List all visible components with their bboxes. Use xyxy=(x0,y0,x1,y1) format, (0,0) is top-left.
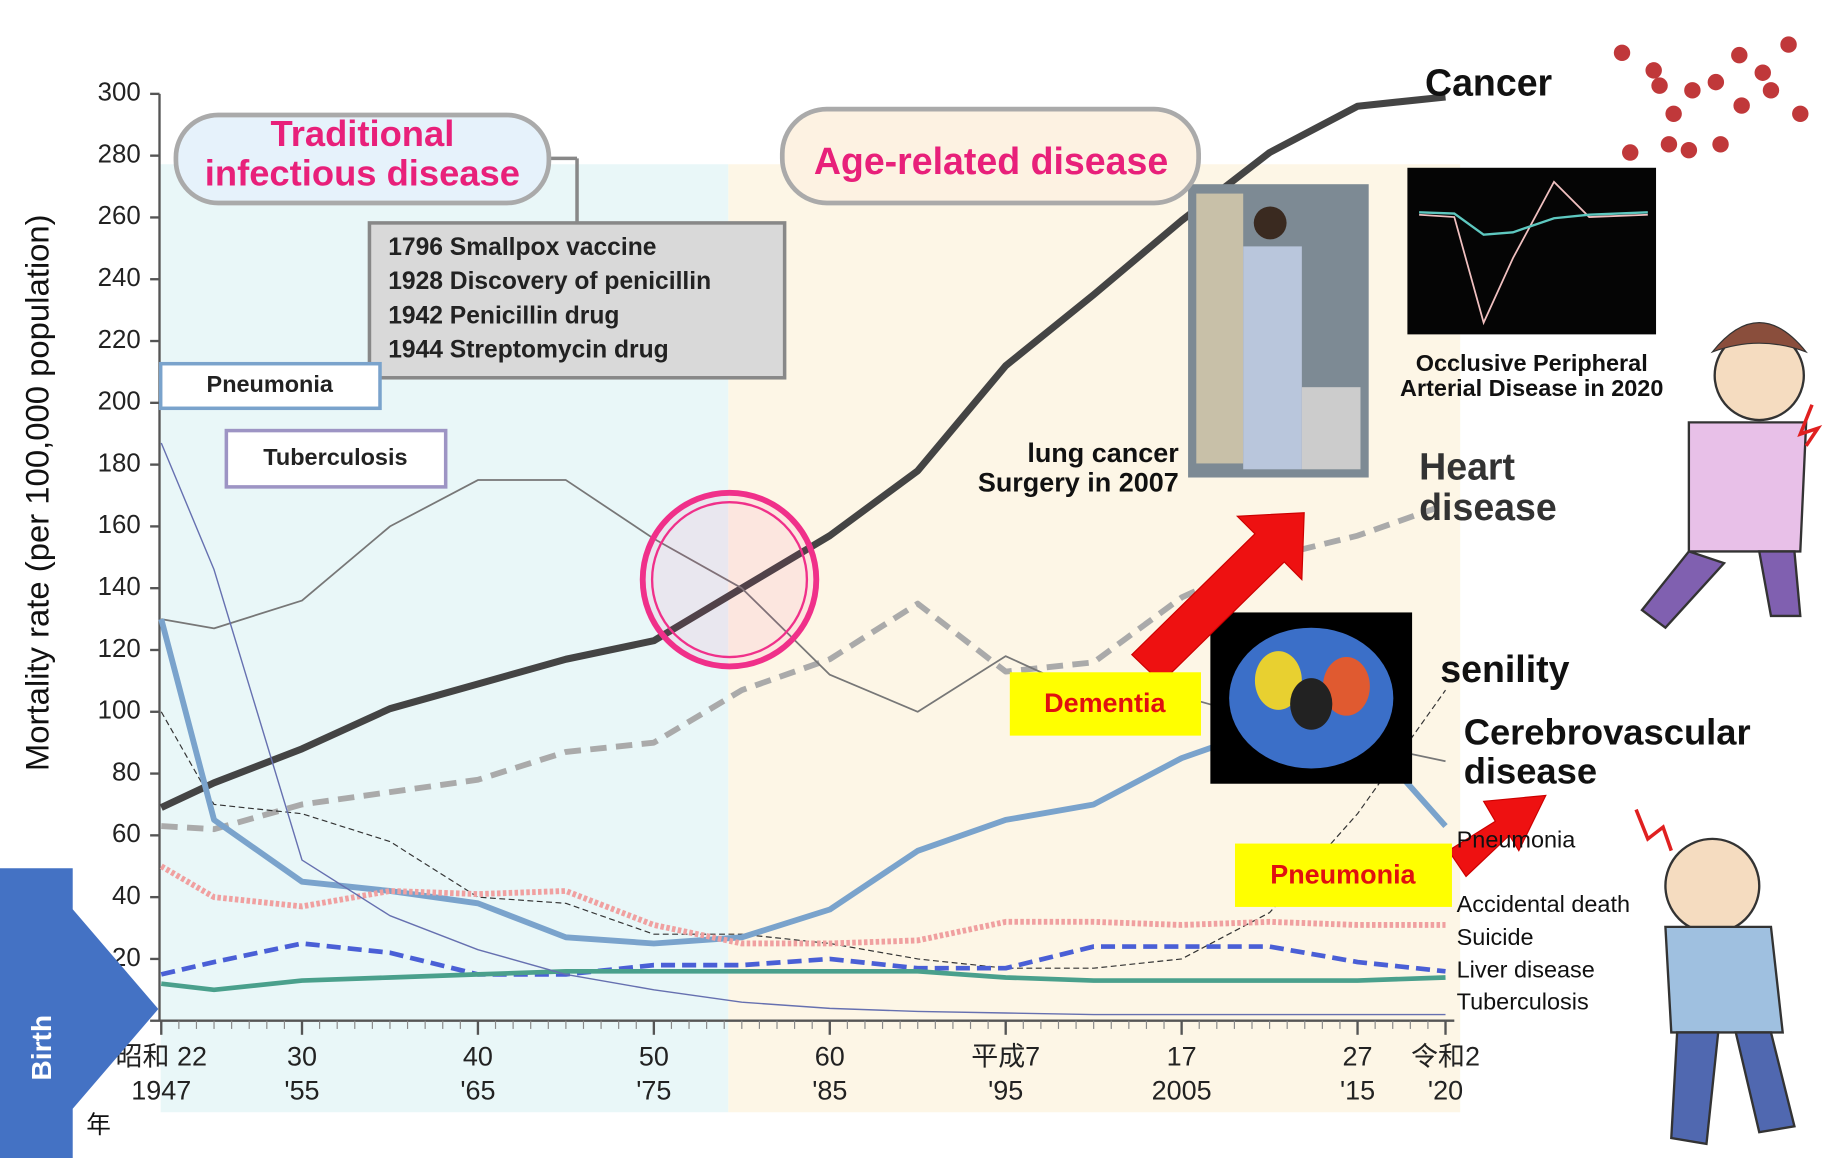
box-label: Pneumonia xyxy=(207,371,334,397)
y-tick-label: 300 xyxy=(98,79,141,107)
series-label: Pneumonia xyxy=(1457,826,1577,852)
box-label: Tuberculosis xyxy=(263,444,407,470)
man-cartoon xyxy=(1665,839,1794,1144)
x-tick-label: 1947 xyxy=(131,1075,191,1105)
y-tick-label: 120 xyxy=(98,635,141,663)
y-tick-label: 80 xyxy=(112,758,141,786)
brain-scan xyxy=(1210,612,1412,783)
x-tick-label: '15 xyxy=(1340,1075,1375,1105)
milestone: 1944 Streptomycin drug xyxy=(388,336,668,363)
series-label: Tuberculosis xyxy=(1457,988,1589,1014)
x-tick-era: 令和2 xyxy=(1411,1041,1480,1071)
y-tick-label: 100 xyxy=(98,697,141,725)
x-tick-era: 27 xyxy=(1343,1041,1373,1071)
arterial-graph xyxy=(1407,168,1656,335)
y-tick-label: 280 xyxy=(98,140,141,168)
x-tick-era: 昭和 22 xyxy=(116,1041,207,1071)
birth-arrow xyxy=(0,868,158,1158)
y-tick-label: 160 xyxy=(98,511,141,539)
x-tick-label: '85 xyxy=(812,1075,847,1105)
series-label: Suicide xyxy=(1457,924,1534,950)
series-label: senility xyxy=(1440,648,1569,690)
x-axis-unit: 年 xyxy=(86,1111,111,1139)
y-tick-label: 200 xyxy=(98,388,141,416)
highlight-label: Pneumonia xyxy=(1270,860,1416,890)
y-tick-label: 240 xyxy=(98,264,141,292)
x-tick-label: '95 xyxy=(988,1075,1023,1105)
y-tick-label: 180 xyxy=(98,449,141,477)
y-tick-label: 40 xyxy=(112,882,141,910)
series-label: Accidental death xyxy=(1457,891,1630,917)
y-tick-label: 260 xyxy=(98,202,141,230)
x-tick-era: 50 xyxy=(639,1041,669,1071)
birth-label: Birth xyxy=(26,1015,57,1081)
series-label: Liver disease xyxy=(1457,957,1595,983)
y-tick-label: 220 xyxy=(98,326,141,354)
chart: 0204060801001201401601802002202402602803… xyxy=(0,0,1839,1158)
series-label: Cancer xyxy=(1425,62,1553,104)
x-tick-label: 2005 xyxy=(1152,1075,1212,1105)
milestone: 1942 Penicillin drug xyxy=(388,302,619,329)
y-axis-label: Mortality rate (per 100,000 population) xyxy=(19,214,56,771)
x-tick-era: 40 xyxy=(463,1041,493,1071)
era-label: Age-related disease xyxy=(814,140,1168,182)
x-tick-era: 30 xyxy=(287,1041,317,1071)
milestone: 1796 Smallpox vaccine xyxy=(388,234,656,261)
x-tick-era: 60 xyxy=(815,1041,845,1071)
woman-cartoon xyxy=(1642,323,1806,628)
red-cells xyxy=(1614,36,1809,160)
y-tick-label: 60 xyxy=(112,820,141,848)
x-tick-label: '75 xyxy=(636,1075,671,1105)
crossover-circle xyxy=(643,493,817,667)
x-tick-era: 平成7 xyxy=(971,1041,1040,1071)
milestone: 1928 Discovery of penicillin xyxy=(388,268,711,295)
x-tick-label: '20 xyxy=(1428,1075,1463,1105)
surgery-photo xyxy=(1188,184,1369,477)
x-tick-era: 17 xyxy=(1167,1041,1197,1071)
x-tick-label: '65 xyxy=(460,1075,495,1105)
highlight-label: Dementia xyxy=(1044,688,1166,718)
x-tick-label: '55 xyxy=(284,1075,319,1105)
y-tick-label: 140 xyxy=(98,573,141,601)
